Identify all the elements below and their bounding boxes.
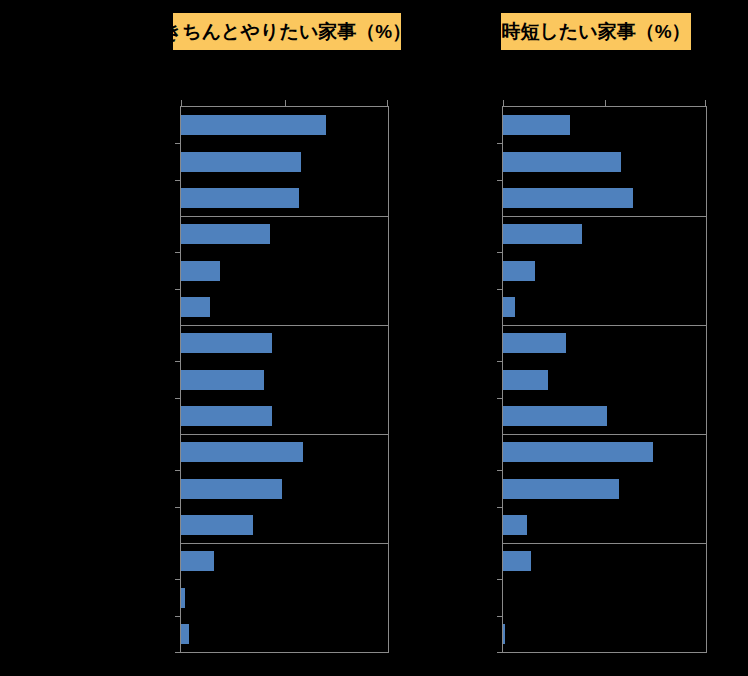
bar: [181, 152, 301, 172]
category-axis-end-tick: [175, 652, 181, 653]
category-axis-tick: [175, 143, 180, 144]
bar: [503, 479, 619, 499]
category-axis-tick: [175, 361, 180, 362]
bar: [503, 406, 607, 426]
category-axis-tick: [175, 470, 180, 471]
group-divider-gridline: [181, 543, 388, 544]
value-axis-tick: [605, 100, 606, 106]
bar: [181, 406, 272, 426]
value-axis-tick: [503, 100, 504, 106]
chart-canvas: きちんとやりたい家事（%） 時短したい家事（%）: [0, 0, 748, 676]
bar: [181, 224, 270, 244]
category-axis-end-tick: [497, 652, 503, 653]
bar: [181, 551, 214, 571]
bar: [181, 624, 189, 644]
group-divider-gridline: [181, 325, 388, 326]
bar-chart-right: [502, 106, 707, 653]
value-axis-tick: [285, 100, 286, 106]
bar: [503, 152, 621, 172]
chart-title-left: きちんとやりたい家事（%）: [173, 13, 401, 50]
bar: [503, 551, 531, 571]
category-axis-tick: [175, 616, 180, 617]
bar: [181, 333, 272, 353]
bar: [181, 442, 303, 462]
bar: [181, 297, 210, 317]
bar: [503, 188, 633, 208]
category-axis-tick: [497, 361, 502, 362]
category-axis-tick: [175, 252, 180, 253]
category-axis-tick: [497, 180, 502, 181]
value-axis-tick: [181, 100, 182, 106]
category-axis-tick: [175, 579, 180, 580]
bar: [181, 479, 282, 499]
bar-chart-left: [180, 106, 389, 653]
category-axis-tick: [175, 398, 180, 399]
category-axis-tick: [175, 180, 180, 181]
category-axis-tick: [497, 507, 502, 508]
bar: [181, 588, 185, 608]
bar: [503, 333, 566, 353]
bar: [503, 115, 570, 135]
group-divider-gridline: [503, 434, 706, 435]
category-axis-tick: [497, 252, 502, 253]
category-axis-tick: [175, 289, 180, 290]
bar: [181, 515, 253, 535]
bar: [503, 370, 548, 390]
category-axis-tick: [497, 616, 502, 617]
bar: [181, 188, 299, 208]
group-divider-gridline: [503, 543, 706, 544]
bar: [503, 224, 582, 244]
chart-title-right: 時短したい家事（%）: [501, 13, 691, 50]
group-divider-gridline: [503, 216, 706, 217]
category-axis-tick: [497, 470, 502, 471]
value-axis-tick: [705, 100, 706, 106]
group-divider-gridline: [181, 434, 388, 435]
category-axis-tick: [497, 398, 502, 399]
group-divider-gridline: [181, 216, 388, 217]
category-axis-tick: [497, 579, 502, 580]
bar: [503, 261, 535, 281]
bar: [503, 624, 505, 644]
bar: [181, 115, 326, 135]
bar: [503, 442, 653, 462]
category-axis-tick: [497, 143, 502, 144]
value-axis-tick: [387, 100, 388, 106]
bar: [181, 261, 220, 281]
group-divider-gridline: [503, 325, 706, 326]
category-axis-tick: [497, 289, 502, 290]
bar: [181, 370, 264, 390]
category-axis-tick: [175, 507, 180, 508]
bar: [503, 515, 527, 535]
bar: [503, 297, 515, 317]
